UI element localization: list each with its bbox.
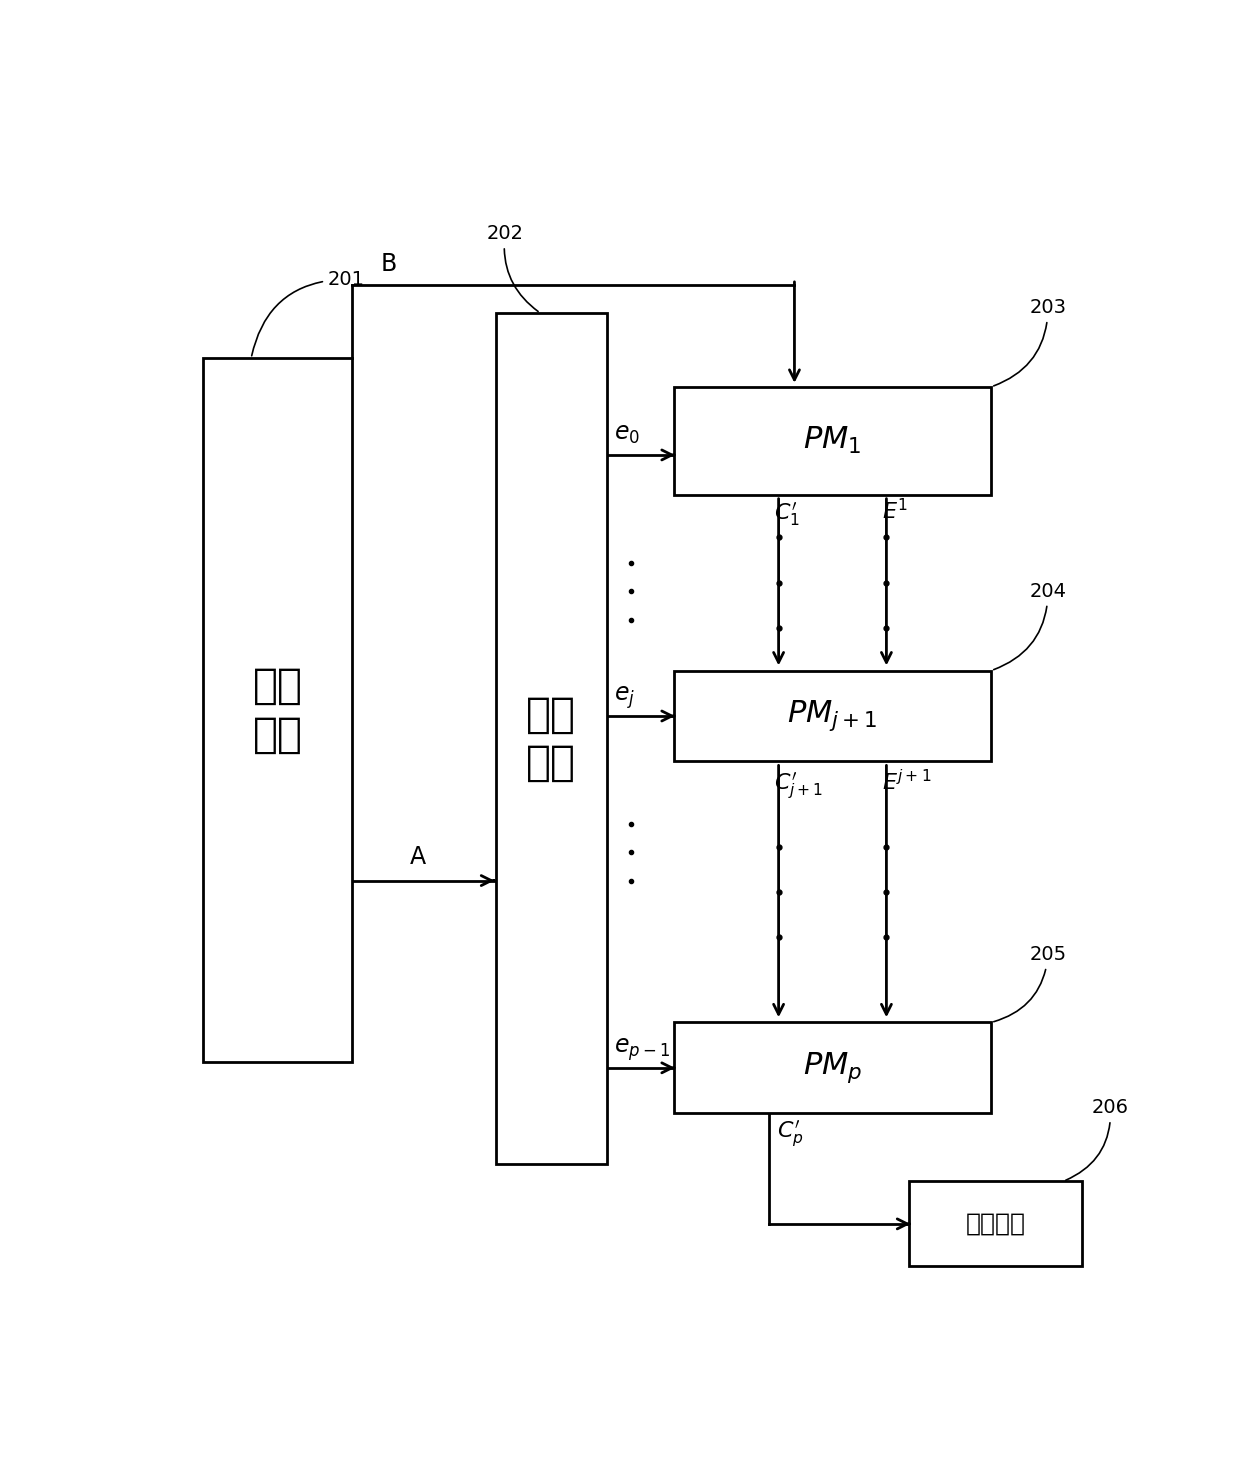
Text: $e_0$: $e_0$ <box>614 423 640 447</box>
Text: $e_{p-1}$: $e_{p-1}$ <box>614 1036 671 1063</box>
Text: $C_1'$: $C_1'$ <box>774 500 800 528</box>
Text: A: A <box>409 845 425 868</box>
Text: 204: 204 <box>993 582 1066 669</box>
Text: B: B <box>381 252 397 276</box>
Text: 203: 203 <box>993 298 1066 386</box>
Text: 输入
模块: 输入 模块 <box>253 665 303 756</box>
FancyBboxPatch shape <box>675 1023 991 1113</box>
FancyBboxPatch shape <box>203 358 352 1063</box>
FancyBboxPatch shape <box>675 671 991 762</box>
Text: 输出模块: 输出模块 <box>966 1212 1025 1235</box>
Text: 206: 206 <box>1065 1098 1128 1181</box>
FancyBboxPatch shape <box>909 1181 1083 1266</box>
Text: $PM_1$: $PM_1$ <box>804 425 862 457</box>
Text: $E^1$: $E^1$ <box>882 500 908 525</box>
Text: $PM_{j+1}$: $PM_{j+1}$ <box>787 699 878 734</box>
Text: $E^{j+1}$: $E^{j+1}$ <box>882 769 931 794</box>
FancyBboxPatch shape <box>496 312 606 1164</box>
Text: 205: 205 <box>993 945 1066 1021</box>
Text: $PM_p$: $PM_p$ <box>802 1051 862 1085</box>
Text: 201: 201 <box>252 270 365 355</box>
Text: $C_p'$: $C_p'$ <box>776 1119 804 1150</box>
Text: $C_{j+1}'$: $C_{j+1}'$ <box>774 769 823 800</box>
FancyBboxPatch shape <box>675 386 991 495</box>
Text: 202: 202 <box>486 224 538 311</box>
Text: $e_j$: $e_j$ <box>614 685 635 712</box>
Text: 分组
模块: 分组 模块 <box>527 693 577 784</box>
